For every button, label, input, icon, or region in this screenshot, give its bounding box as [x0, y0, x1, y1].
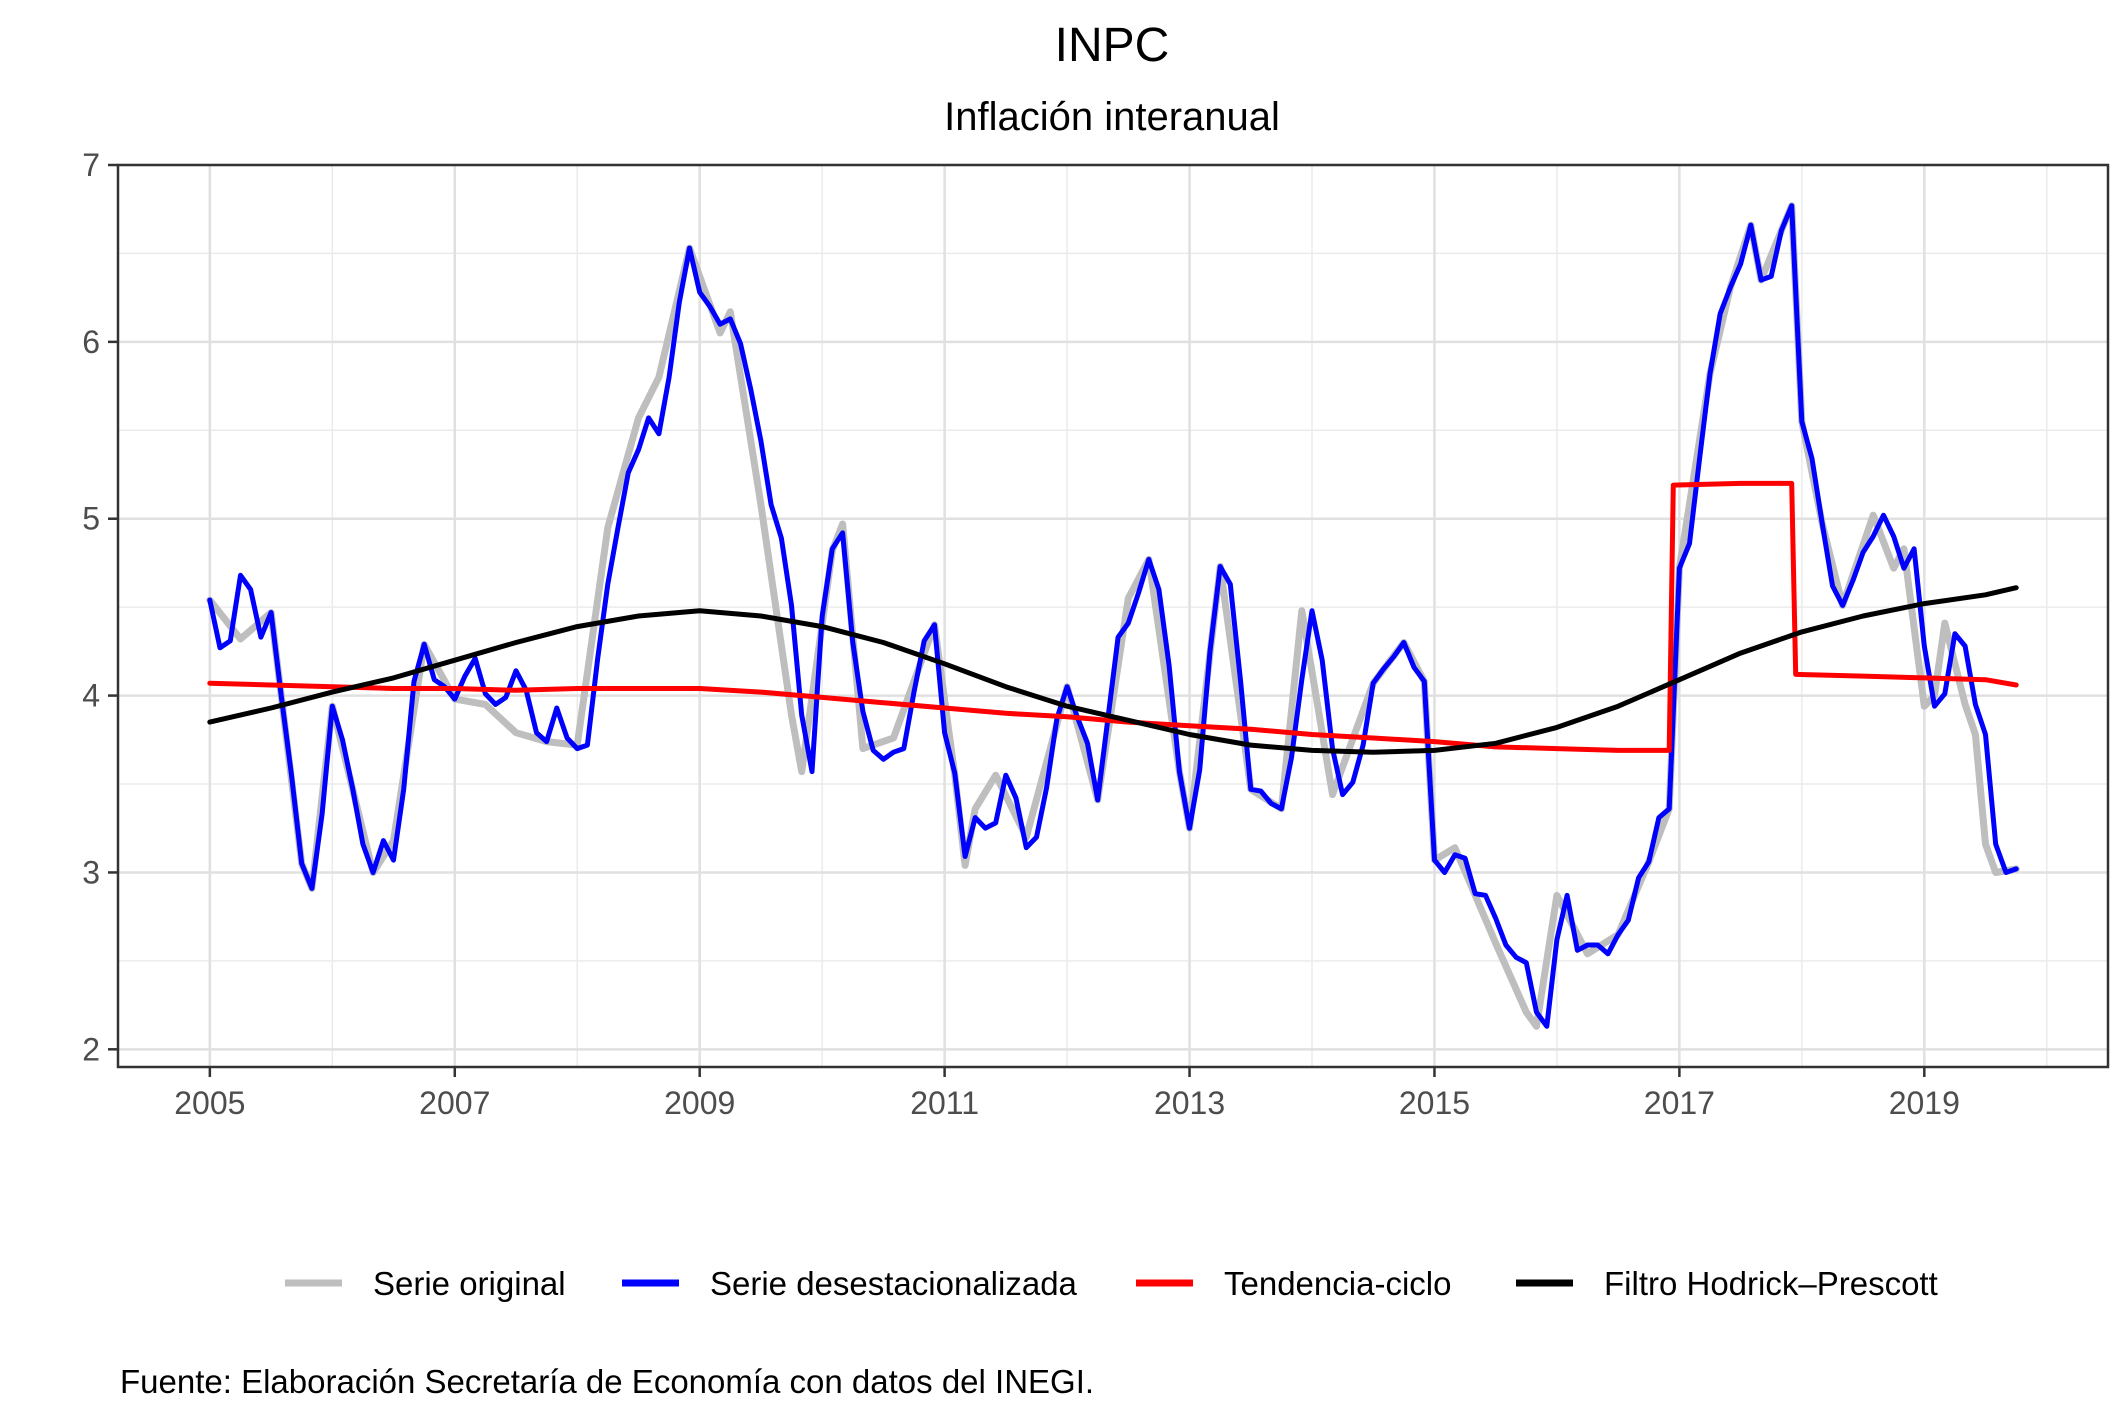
y-tick-label: 5: [82, 501, 100, 537]
chart-title: INPC: [1055, 19, 1170, 72]
y-tick-label: 6: [82, 324, 100, 360]
series-line-3: [207, 480, 2019, 753]
x-tick-label: 2019: [1889, 1085, 1960, 1121]
x-axis: 2005 2007 2009 2011 2013 2015 2017 2019: [174, 1067, 1960, 1121]
y-tick-label: 3: [82, 854, 100, 890]
series-line-2: [207, 203, 2019, 1029]
legend-label: Serie original: [373, 1265, 566, 1302]
x-tick-label: 2015: [1399, 1085, 1470, 1121]
legend: Serie original Serie desestacionalizada Te…: [285, 1265, 1938, 1302]
legend-label: Tendencia-ciclo: [1224, 1265, 1451, 1302]
series-lines: [206, 202, 2020, 1030]
series-line-4: [207, 585, 2019, 755]
plot-area: [116, 163, 2110, 1069]
legend-label: Filtro Hodrick–Prescott: [1604, 1265, 1938, 1302]
x-tick-label: 2005: [174, 1085, 245, 1121]
y-tick-label: 7: [82, 147, 100, 183]
x-tick-label: 2011: [910, 1085, 979, 1121]
legend-label: Serie desestacionalizada: [710, 1265, 1078, 1302]
y-axis: 2 3 4 5 6 7: [82, 147, 118, 1067]
x-tick-label: 2013: [1154, 1085, 1225, 1121]
plot-background: [118, 165, 2108, 1067]
chart-subtitle: Inflación interanual: [944, 95, 1280, 139]
x-tick-label: 2007: [419, 1085, 490, 1121]
x-tick-label: 2009: [664, 1085, 735, 1121]
x-tick-label: 2017: [1644, 1085, 1715, 1121]
chart-caption: Fuente: Elaboración Secretaría de Econom…: [120, 1363, 1094, 1400]
plot-border: [116, 163, 2110, 1069]
y-tick-label: 2: [82, 1031, 100, 1067]
y-tick-label: 4: [82, 678, 100, 714]
